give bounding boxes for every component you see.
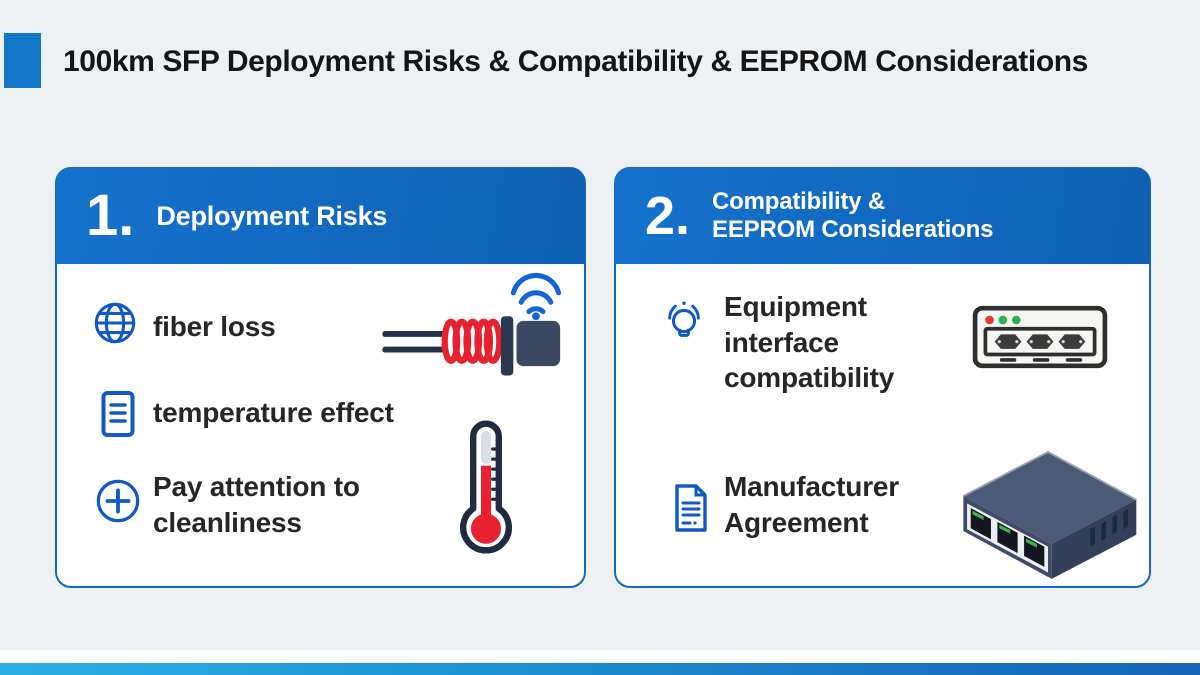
card-2-title-line-1: Compatibility &	[712, 187, 886, 215]
title-accent-square	[4, 33, 41, 88]
bottom-accent-bar	[0, 663, 1200, 675]
card-1-title: Deployment Risks	[156, 200, 388, 231]
fiber-connector-with-wifi-illustration	[382, 272, 562, 376]
item-label-fiber-loss: fiber loss	[153, 311, 276, 342]
lightbulb-icon	[668, 301, 700, 337]
card-1-number: 1.	[86, 182, 135, 248]
card-2-title: Compatibility & EEPROM Considerations	[712, 188, 993, 244]
item-label-manufacturer-agreement: Manufacturer Agreement	[724, 471, 899, 538]
page-title: 100km SFP Deployment Risks & Compatibili…	[63, 45, 1088, 78]
item-label-cleanliness: Pay attention to cleanliness	[153, 471, 360, 538]
item-label-temperature-effect: temperature effect	[153, 397, 394, 428]
network-switch-3d-illustration	[962, 450, 1137, 579]
plus-circle-icon	[96, 479, 140, 523]
thermometer-illustration	[459, 420, 513, 554]
bottom-white-band	[0, 650, 1200, 663]
card-2-title-line-2: EEPROM Considerations	[712, 216, 994, 243]
item-label-equipment-interface: Equipment interface compatibility	[724, 291, 895, 394]
switch-front-panel-illustration	[972, 305, 1108, 369]
card-compatibility-eeprom: 2. Compatibility & EEPROM Considerations…	[614, 167, 1151, 588]
globe-icon	[94, 302, 136, 344]
card-2-number: 2.	[645, 185, 691, 246]
card-deployment-risks: 1. Deployment Risks fiber loss	[55, 167, 586, 588]
clipboard-icon	[101, 391, 135, 437]
card-2-header: 2. Compatibility & EEPROM Considerations	[615, 168, 1150, 264]
card-1-header: 1. Deployment Risks	[56, 168, 585, 264]
document-icon	[675, 484, 707, 532]
